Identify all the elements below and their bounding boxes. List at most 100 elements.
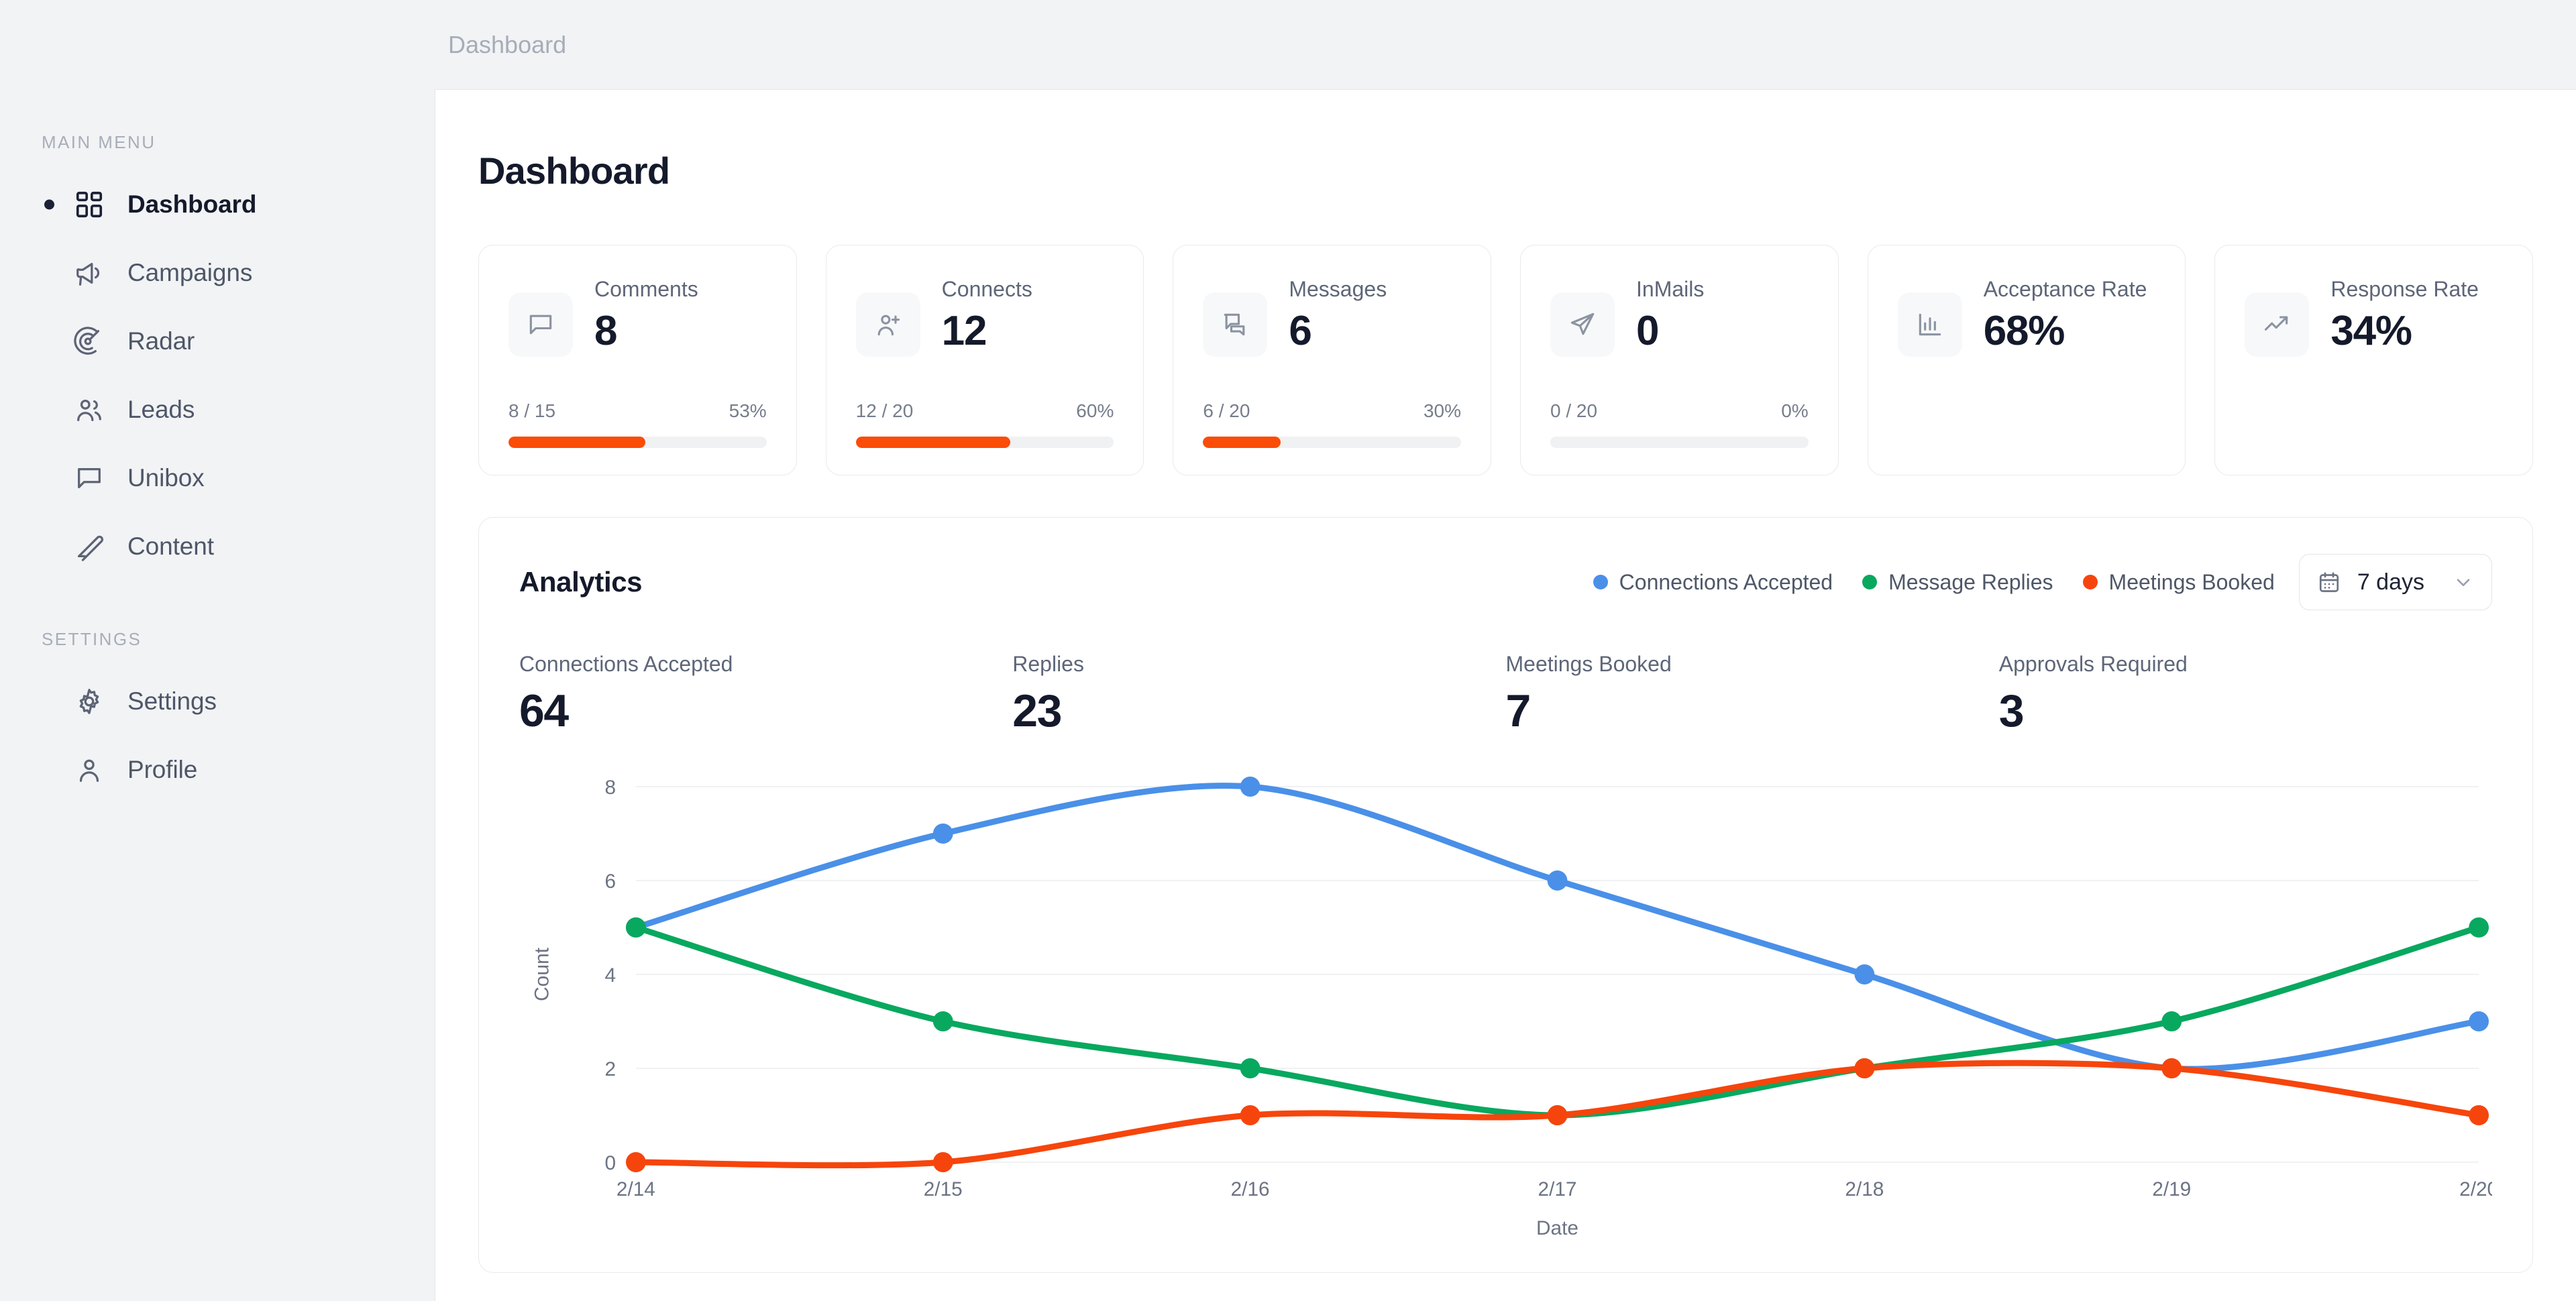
data-point[interactable] — [625, 1152, 646, 1172]
metric-meetings-booked: Meetings Booked 7 — [1506, 652, 1999, 737]
stat-card-comments[interactable]: Comments 8 8 / 15 53% — [478, 245, 797, 475]
sidebar-item-leads[interactable]: Leads — [0, 376, 435, 444]
nav-main: Dashboard Campaigns — [0, 170, 435, 581]
megaphone-icon — [74, 258, 105, 288]
y-tick-label: 0 — [604, 1152, 616, 1174]
y-tick-label: 6 — [604, 870, 616, 893]
stat-card-connects[interactable]: Connects 12 12 / 20 60% — [825, 245, 1144, 475]
y-tick-label: 2 — [604, 1058, 616, 1080]
analytics-panel: Analytics Connections Accepted Message R… — [478, 517, 2533, 1273]
stat-value: 8 — [594, 308, 617, 355]
messages-icon — [1203, 292, 1268, 357]
stat-percent: 30% — [1423, 400, 1462, 421]
x-axis-title: Date — [1536, 1217, 1578, 1235]
legend-item-connections-accepted[interactable]: Connections Accepted — [1593, 570, 1833, 595]
users-icon — [74, 394, 105, 425]
sidebar-item-label: Leads — [127, 396, 195, 423]
analytics-metrics-row: Connections Accepted 64 Replies 23 Meeti… — [519, 652, 2492, 737]
y-axis-title: Count — [531, 947, 553, 1001]
metric-value: 7 — [1505, 685, 1532, 736]
user-plus-icon — [855, 292, 920, 357]
metric-label: Replies — [1012, 652, 1084, 676]
user-icon — [74, 754, 105, 785]
chevron-down-icon — [2440, 571, 2474, 593]
data-point[interactable] — [1547, 870, 1568, 891]
grid-dashboard-icon — [74, 189, 105, 220]
data-point[interactable] — [2161, 1058, 2182, 1078]
progress-fill — [508, 437, 645, 448]
comment-icon — [508, 292, 573, 357]
sidebar-item-label: Radar — [127, 327, 195, 355]
metric-replies: Replies 23 — [1012, 652, 1505, 737]
data-point[interactable] — [932, 1011, 953, 1031]
stat-percent: 53% — [729, 400, 767, 421]
data-point[interactable] — [932, 824, 953, 844]
data-point[interactable] — [625, 917, 646, 938]
nav-settings: Settings Profile — [0, 667, 435, 804]
data-point[interactable] — [932, 1152, 953, 1172]
sidebar-item-campaigns[interactable]: Campaigns — [0, 239, 435, 307]
sidebar-item-unibox[interactable]: Unibox — [0, 444, 435, 512]
stat-ratio: 0 / 20 — [1550, 400, 1598, 421]
metric-approvals-required: Approvals Required 3 — [1999, 652, 2492, 737]
stat-value: 12 — [941, 308, 987, 355]
progress-track — [508, 437, 767, 448]
sidebar-item-label: Unibox — [127, 464, 205, 492]
data-point[interactable] — [2469, 917, 2489, 938]
legend-dot — [1862, 575, 1878, 589]
date-range-select[interactable]: 7 days — [2298, 554, 2492, 610]
progress-track — [1203, 437, 1462, 448]
x-tick-label: 2/14 — [616, 1178, 655, 1200]
stat-cards-row: Comments 8 8 / 15 53% — [435, 192, 2576, 475]
legend-item-message-replies[interactable]: Message Replies — [1862, 570, 2053, 595]
chart-legend: Connections Accepted Message Replies Mee… — [1593, 570, 2275, 595]
sidebar-item-radar[interactable]: Radar — [0, 307, 435, 376]
sidebar-item-dashboard[interactable]: Dashboard — [0, 170, 435, 239]
progress-fill — [855, 437, 1011, 448]
sidebar-item-content[interactable]: Content — [0, 512, 435, 581]
data-point[interactable] — [2469, 1011, 2489, 1031]
stat-card-acceptance-rate[interactable]: Acceptance Rate 68% — [1867, 245, 2186, 475]
stat-value: 6 — [1289, 308, 1311, 355]
data-point[interactable] — [2161, 1011, 2182, 1031]
stat-card-inmails[interactable]: InMails 0 0 / 20 0% — [1520, 245, 1839, 475]
topbar: Dashboard — [0, 0, 2576, 89]
metric-value: 64 — [519, 685, 569, 736]
analytics-line-chart[interactable]: 0 2 4 6 8 2/14 2/15 2/16 2/17 2/18 2/19 2/20 Date Cou… — [519, 765, 2492, 1235]
sidebar-item-profile[interactable]: Profile — [0, 736, 435, 804]
legend-label: Connections Accepted — [1619, 569, 1833, 594]
series-message-replies — [625, 917, 2489, 1125]
metric-label: Meetings Booked — [1505, 652, 1672, 676]
x-tick-label: 2/18 — [1845, 1178, 1884, 1200]
progress-track — [855, 437, 1114, 448]
data-point[interactable] — [2469, 1105, 2489, 1125]
series-meetings-booked — [625, 1058, 2489, 1172]
metric-value: 23 — [1012, 685, 1062, 736]
progress-fill — [1203, 437, 1281, 448]
data-point[interactable] — [1854, 964, 1875, 984]
data-point[interactable] — [1547, 1105, 1568, 1125]
active-indicator-dot — [44, 199, 54, 210]
gear-icon — [74, 686, 105, 717]
calendar-icon — [2317, 570, 2341, 594]
stat-label: Comments — [594, 277, 698, 301]
metric-connections-accepted: Connections Accepted 64 — [519, 652, 1012, 737]
stat-card-messages[interactable]: Messages 6 6 / 20 30% — [1173, 245, 1492, 475]
data-point[interactable] — [1854, 1058, 1875, 1078]
y-tick-label: 8 — [604, 777, 616, 799]
nav-section-settings: SETTINGS — [42, 629, 142, 649]
nav-section-main-menu: MAIN MENU — [42, 132, 156, 152]
stat-value: 34% — [2330, 308, 2412, 355]
data-point[interactable] — [1240, 1058, 1260, 1078]
legend-item-meetings-booked[interactable]: Meetings Booked — [2082, 570, 2275, 595]
trending-up-icon — [2245, 292, 2310, 357]
data-point[interactable] — [1240, 777, 1260, 797]
data-point[interactable] — [1240, 1105, 1260, 1125]
stat-value: 0 — [1636, 308, 1660, 355]
stat-card-response-rate[interactable]: Response Rate 34% — [2214, 245, 2534, 475]
x-tick-label: 2/20 — [2459, 1178, 2492, 1200]
x-tick-label: 2/17 — [1538, 1178, 1577, 1200]
stat-ratio: 6 / 20 — [1203, 400, 1250, 421]
sidebar-item-settings[interactable]: Settings — [0, 667, 435, 736]
metric-label: Approvals Required — [1998, 652, 2188, 676]
